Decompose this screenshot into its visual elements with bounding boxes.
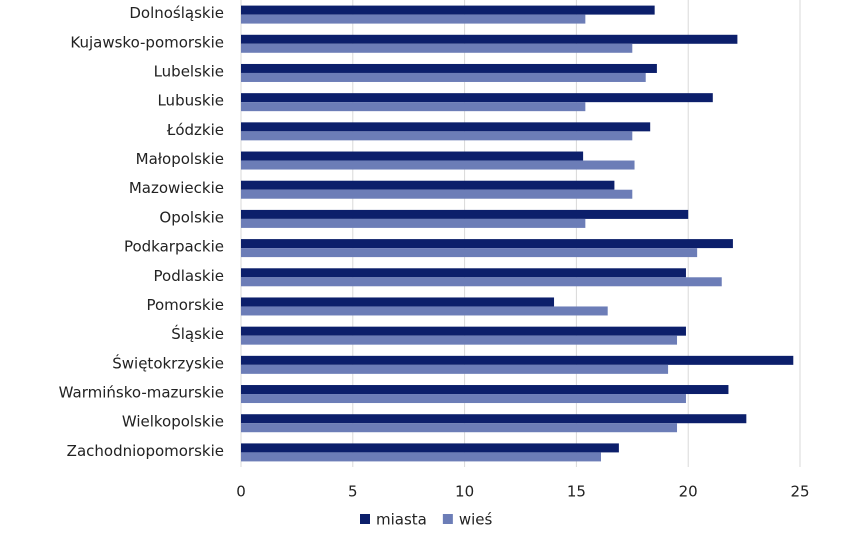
- bar: [241, 335, 678, 345]
- bar: [241, 239, 733, 249]
- y-tick-label: Lubuskie: [157, 92, 224, 110]
- y-tick-label: Śląskie: [171, 324, 224, 343]
- legend-swatch: [360, 514, 370, 524]
- bar: [241, 14, 586, 24]
- bar: [241, 268, 686, 278]
- y-tick-label: Opolskie: [159, 208, 224, 226]
- y-tick-label: Świętokrzyskie: [112, 353, 224, 372]
- legend-swatch: [442, 514, 453, 524]
- y-tick-label: Lubelskie: [154, 62, 224, 80]
- y-tick-label: Warmińsko-mazurskie: [59, 384, 224, 402]
- bar: [241, 93, 713, 103]
- x-tick-label: 25: [790, 483, 809, 501]
- bar: [241, 452, 601, 462]
- bar: [241, 385, 729, 395]
- legend-label: wieś: [459, 511, 493, 529]
- x-tick-label: 5: [348, 483, 358, 501]
- bar: [241, 443, 619, 453]
- bar: [241, 355, 794, 365]
- bar: [241, 5, 655, 15]
- bar: [241, 209, 689, 219]
- bar: [241, 180, 615, 190]
- bar: [241, 306, 608, 316]
- bar: [241, 218, 586, 228]
- y-tick-label: Wielkopolskie: [122, 413, 224, 431]
- bar: [241, 364, 669, 374]
- y-tick-label: Pomorskie: [146, 296, 224, 314]
- x-tick-label: 0: [236, 483, 246, 501]
- legend-label: miasta: [376, 511, 427, 529]
- y-tick-label: Dolnośląskie: [129, 4, 224, 22]
- y-tick-label: Małopolskie: [136, 150, 224, 168]
- y-tick-label: Zachodniopomorskie: [67, 442, 224, 460]
- x-tick-label: 20: [679, 483, 698, 501]
- bar: [241, 151, 584, 161]
- bar: [241, 248, 698, 258]
- bar: [241, 423, 678, 433]
- bar: [241, 394, 686, 404]
- bar: [241, 72, 646, 82]
- y-tick-label: Kujawsko-pomorskie: [70, 33, 224, 51]
- bar: [241, 326, 686, 336]
- bar: [241, 277, 722, 287]
- bar: [241, 297, 555, 307]
- x-tick-label: 15: [567, 483, 586, 501]
- bar: [241, 63, 657, 73]
- bar: [241, 34, 738, 44]
- y-tick-label: Mazowieckie: [129, 179, 224, 197]
- x-tick-label: 10: [455, 483, 474, 501]
- bar: [241, 43, 633, 53]
- y-tick-label: Łódzkie: [166, 121, 224, 139]
- bar: [241, 189, 633, 199]
- bar: [241, 414, 747, 424]
- bar: [241, 160, 635, 170]
- bar: [241, 122, 651, 132]
- y-tick-label: Podlaskie: [154, 267, 224, 285]
- y-tick-label: Podkarpackie: [124, 238, 224, 256]
- bar: [241, 131, 633, 141]
- bar: [241, 102, 586, 112]
